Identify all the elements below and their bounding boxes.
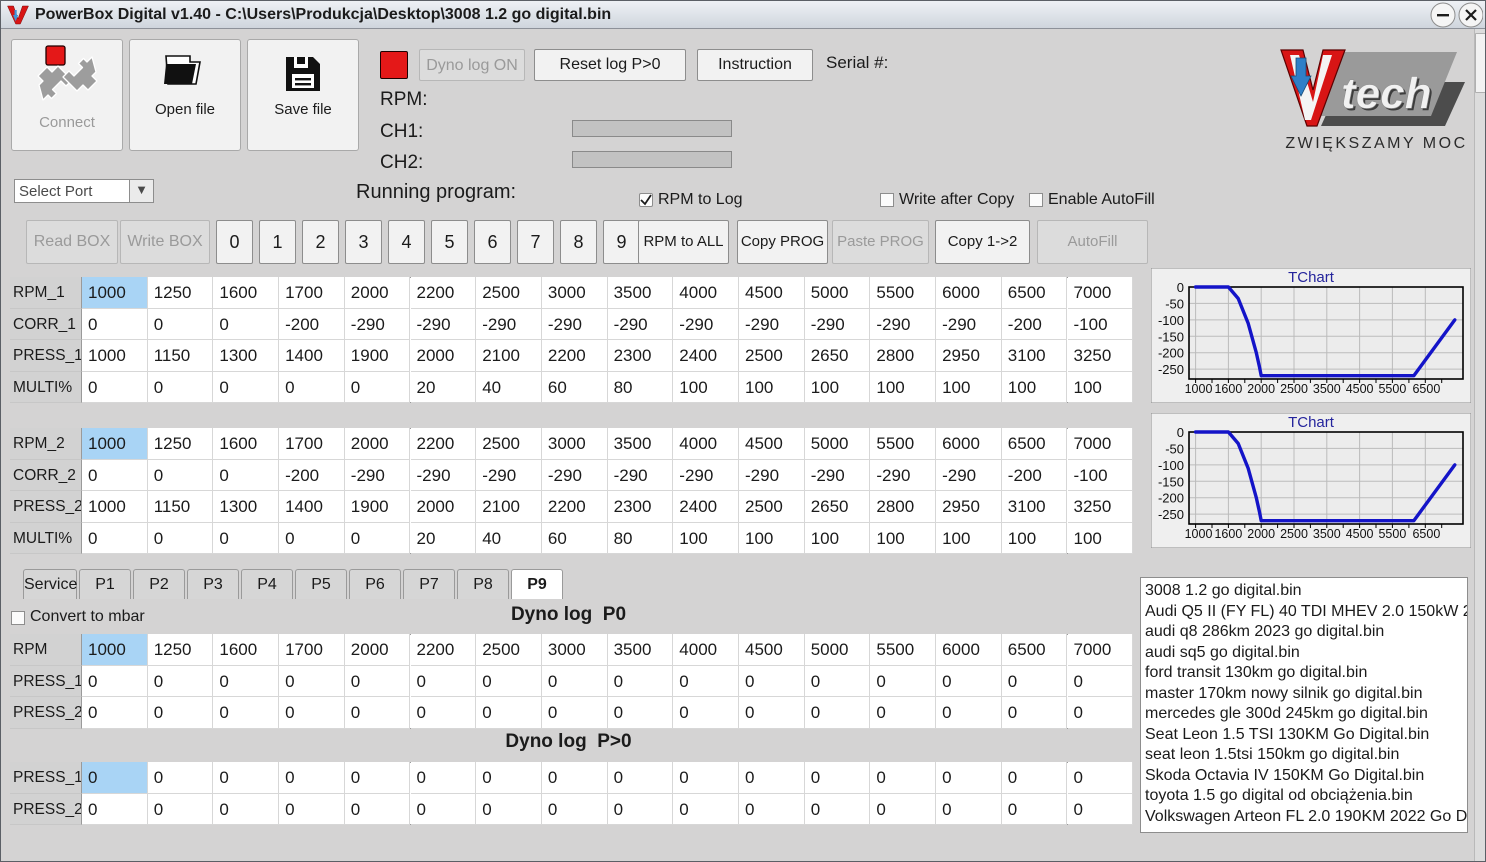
svg-text:1600: 1600	[1214, 527, 1242, 541]
svg-text:-200: -200	[1158, 346, 1184, 361]
svg-text:2000: 2000	[1247, 382, 1275, 396]
svg-text:5500: 5500	[1378, 527, 1406, 541]
svg-text:-50: -50	[1165, 441, 1184, 456]
svg-text:0: 0	[1177, 280, 1184, 295]
svg-text:3500: 3500	[1313, 527, 1341, 541]
svg-text:-250: -250	[1158, 507, 1184, 522]
svg-text:-200: -200	[1158, 491, 1184, 506]
svg-text:tech: tech	[1341, 69, 1431, 118]
svg-text:2500: 2500	[1280, 527, 1308, 541]
svg-text:2000: 2000	[1247, 527, 1275, 541]
svg-text:2500: 2500	[1280, 382, 1308, 396]
svg-text:-100: -100	[1158, 458, 1184, 473]
svg-text:-100: -100	[1158, 313, 1184, 328]
svg-text:TChart: TChart	[1288, 269, 1335, 286]
svg-text:4500: 4500	[1346, 527, 1374, 541]
svg-text:-150: -150	[1158, 329, 1184, 344]
svg-text:6500: 6500	[1412, 382, 1440, 396]
svg-text:5500: 5500	[1378, 382, 1406, 396]
svg-text:1000: 1000	[1185, 382, 1213, 396]
svg-text:6500: 6500	[1412, 527, 1440, 541]
svg-text:4500: 4500	[1346, 382, 1374, 396]
svg-text:-150: -150	[1158, 474, 1184, 489]
svg-text:TChart: TChart	[1288, 414, 1335, 431]
svg-text:1000: 1000	[1185, 527, 1213, 541]
svg-text:-250: -250	[1158, 362, 1184, 377]
svg-text:1600: 1600	[1214, 382, 1242, 396]
svg-text:-50: -50	[1165, 296, 1184, 311]
svg-text:0: 0	[1177, 425, 1184, 440]
svg-text:3500: 3500	[1313, 382, 1341, 396]
